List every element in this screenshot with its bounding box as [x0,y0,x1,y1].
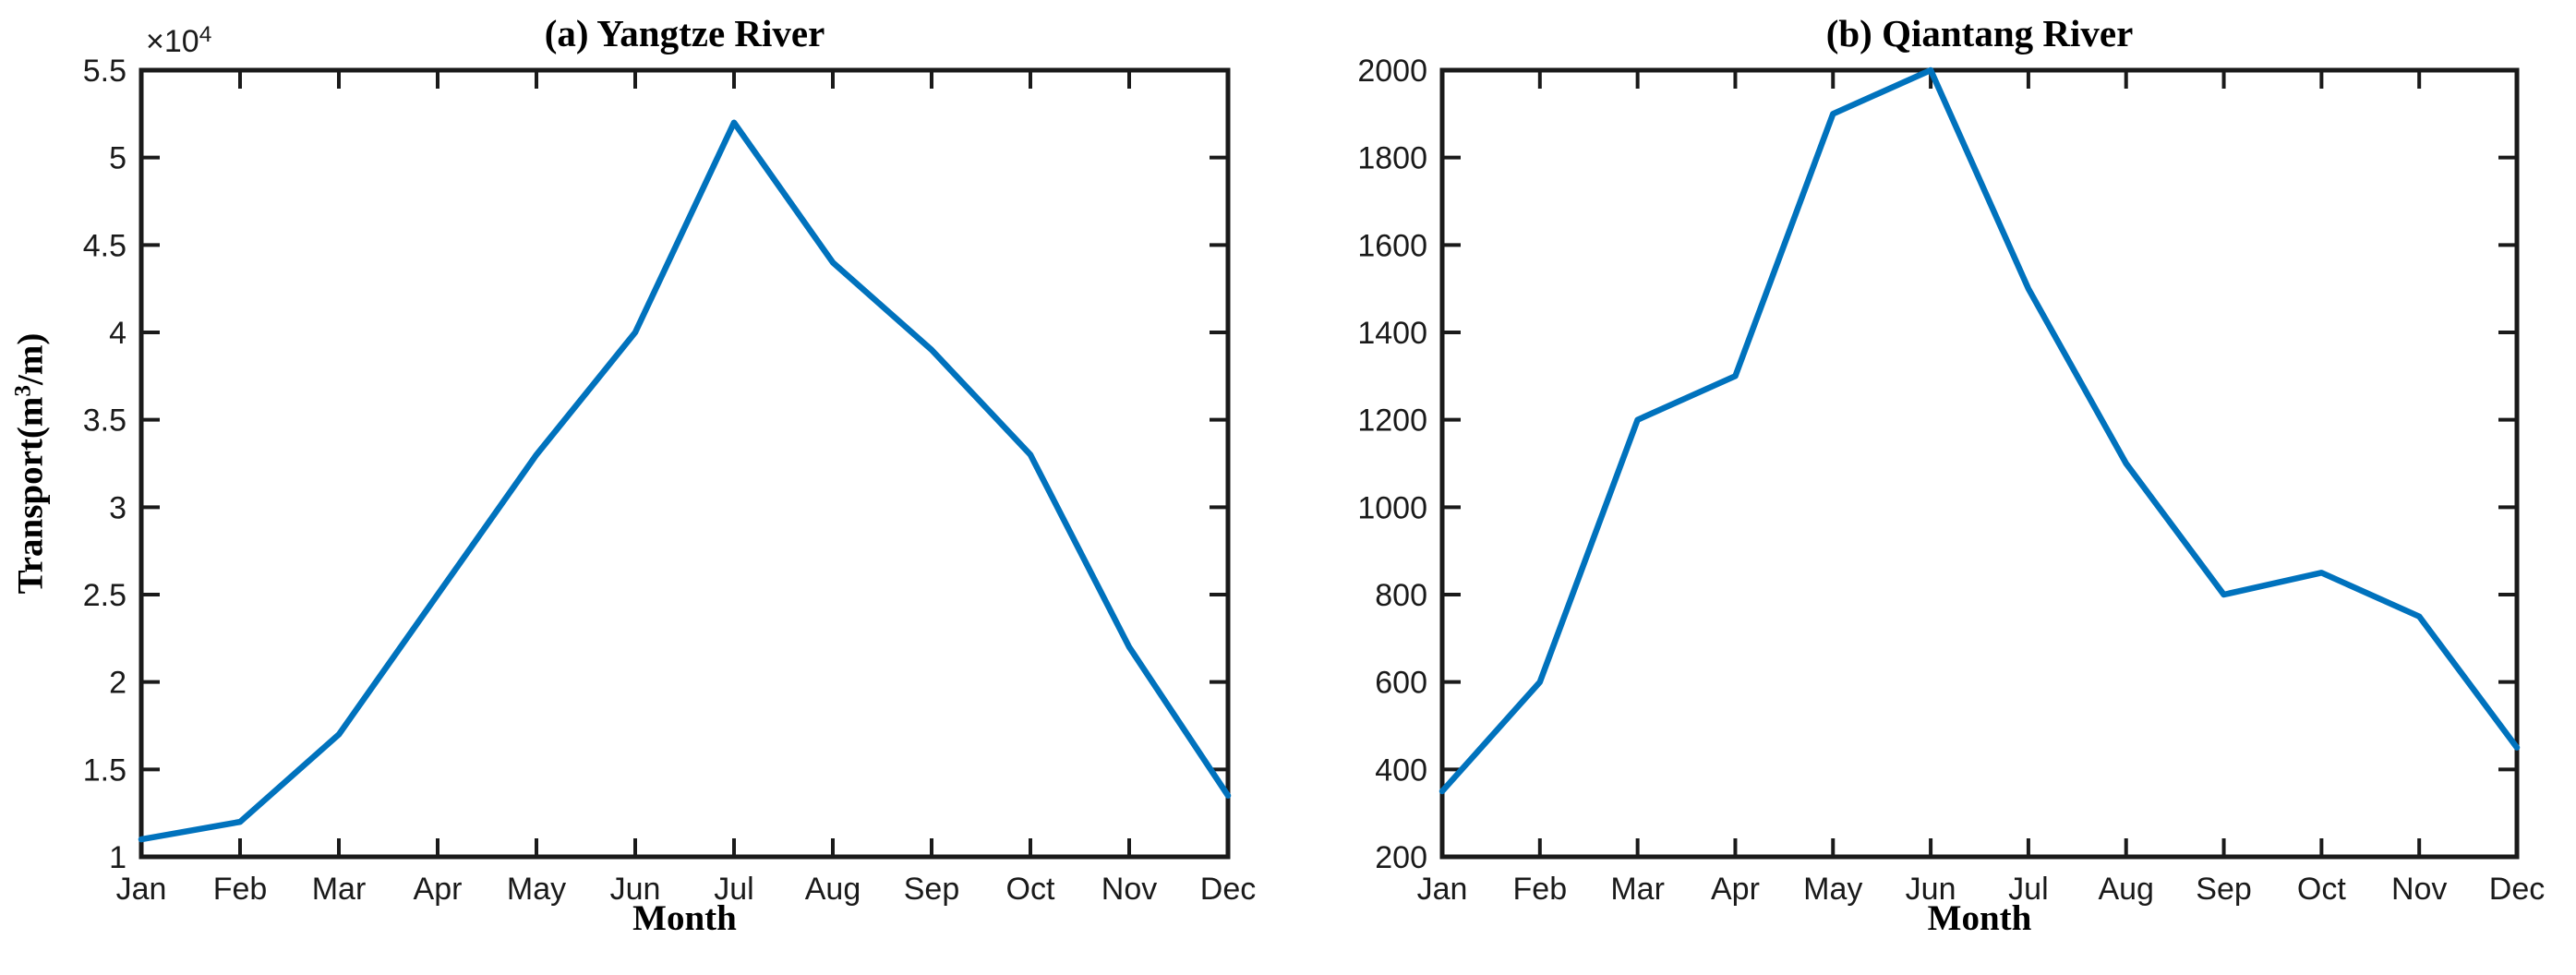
y-tick-label: 1600 [1357,228,1427,263]
x-tick-label: Dec [2489,872,2545,907]
x-tick-label: Feb [1513,872,1568,907]
y-tick-label: 5 [109,141,126,176]
y-tick-label: 4.5 [83,228,126,263]
y-axis-label-unit: /m) [10,332,51,385]
y-tick-label: 1 [109,840,126,875]
series-line [1438,66,2521,795]
x-tick-label: Feb [213,872,268,907]
y-tick-label: 3 [109,490,126,525]
chart-panel-yangtze: 1 1.5 2 2.5 3 3.5 4 4.5 5 5.5 Jan Feb Mar Apr May Jun Ju… [10,12,1257,938]
series-line [138,119,1232,843]
plot-box [1439,67,2520,860]
x-tick-label: Jan [116,872,167,907]
y-tick-label: 2 [109,666,126,701]
x-axis-label-qiantang: Month [1927,898,2032,938]
plot-box [138,67,1231,860]
x-axis-label-yangtze: Month [632,898,737,938]
x-tick-label: Jan [1417,872,1468,907]
y-tick-label: 5.5 [83,54,126,89]
x-tick-label: Oct [2297,872,2346,907]
x-tick-label: Aug [805,872,861,907]
x-tick-label: Jul [2008,872,2048,907]
y-tick-label: 1800 [1357,141,1427,176]
y-axis-label-superscript: 3 [9,384,36,397]
x-tick-label: Dec [1200,872,1256,907]
y-tick-label: 1200 [1357,403,1427,439]
y-tick-label: 4 [109,316,126,351]
y-tick-label: 2.5 [83,578,126,613]
y-tick-label: 1.5 [83,752,126,788]
chart-title-yangtze: (a) Yangtze River [544,12,825,54]
x-tick-label: Apr [414,872,463,907]
chart-panel-qiantang: 200 400 600 800 1000 1200 1400 1600 1800 2000 Jan F… [1288,0,2576,975]
x-tick-label: Apr [1711,872,1760,907]
x-tick-label: Mar [1610,872,1665,907]
x-tick-label: Jul [714,872,753,907]
y-axis-label: Transport(m3/m) [10,333,52,595]
y-axis-multiplier-base: ×10 [146,24,199,59]
x-tick-label: Mar [312,872,367,907]
y-tick-label: 1000 [1357,490,1427,525]
y-tick-label: 2000 [1357,54,1427,89]
chart-title-qiantang: (b) Qiantang River [1825,12,2134,54]
x-tick-label: Jun [1906,872,1956,907]
x-tick-label: May [507,872,566,907]
y-tick-label: 600 [1375,666,1427,701]
y-tick-label: 800 [1375,578,1427,613]
x-tick-label: May [1803,872,1862,907]
x-tick-label: Nov [1101,872,1157,907]
y-tick-label: 3.5 [83,403,126,439]
x-tick-label: Jun [610,872,661,907]
y-axis-multiplier: ×104 [146,21,212,60]
x-tick-label: Aug [2098,872,2154,907]
yangtze-line-chart: 1 1.5 2 2.5 3 3.5 4 4.5 5 5.5 Jan Feb Mar Apr May Jun Ju… [83,54,1257,907]
y-axis-multiplier-exponent: 4 [199,21,212,47]
y-axis-label-text: Transport(m [10,396,51,595]
y-tick-label: 200 [1375,840,1427,875]
y-tick-label: 1400 [1357,316,1427,351]
x-tick-label: Oct [1006,872,1055,907]
y-tick-label: 400 [1375,752,1427,788]
x-tick-label: Sep [2196,872,2252,907]
x-tick-label: Nov [2391,872,2447,907]
qiantang-line-chart: 200 400 600 800 1000 1200 1400 1600 1800 2000 Jan F… [1357,54,2545,907]
x-tick-label: Sep [904,872,960,907]
